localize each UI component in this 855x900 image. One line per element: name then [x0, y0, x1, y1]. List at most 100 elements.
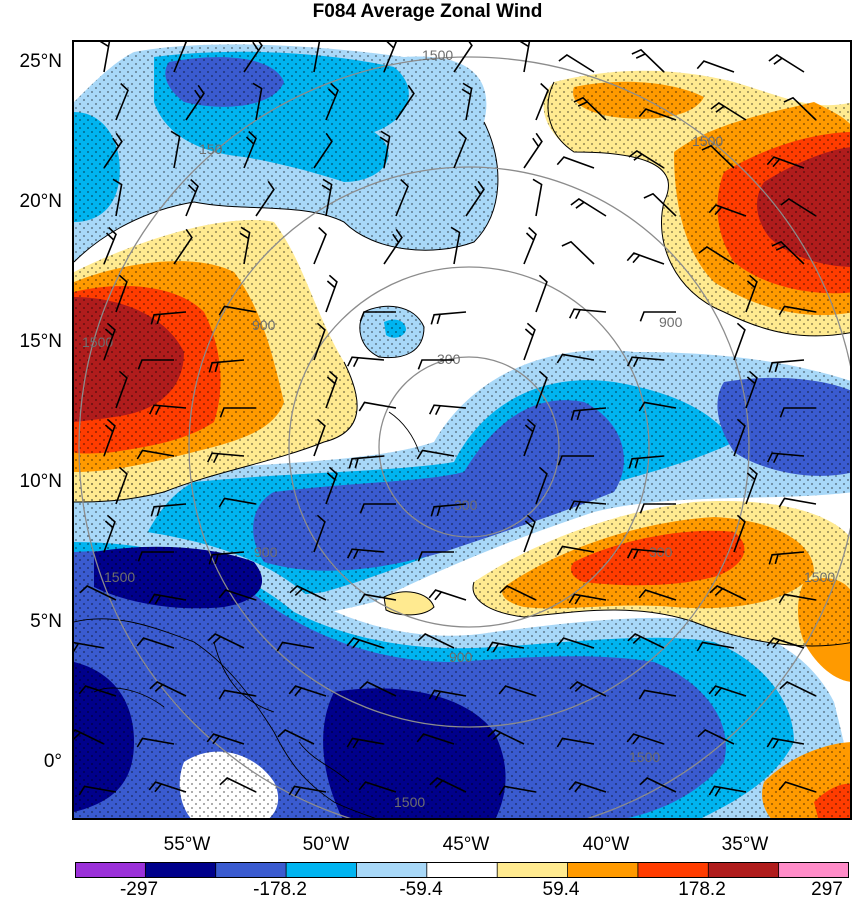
wind-barb	[149, 681, 187, 697]
wind-barb	[395, 84, 415, 121]
wind-barb	[137, 551, 174, 562]
colorbar-swatch	[708, 862, 780, 878]
colorbar-swatch	[497, 862, 569, 878]
lon-label: 40°W	[582, 834, 630, 855]
wind-barb	[379, 130, 391, 169]
colorbar-swatch	[778, 862, 849, 878]
wind-barb	[556, 545, 595, 556]
wind-barb	[638, 589, 677, 601]
wind-barb	[430, 503, 467, 517]
lat-label: 25°N	[19, 51, 62, 72]
wind-barb	[325, 466, 338, 505]
wind-barb	[453, 130, 467, 169]
wind-barb	[766, 156, 805, 169]
wind-barb	[359, 503, 396, 514]
wind-barb	[570, 407, 607, 421]
wind-barb	[465, 180, 485, 217]
lat-label: 10°N	[19, 471, 62, 492]
wind-barb	[219, 407, 256, 418]
wind-barb	[150, 311, 187, 325]
wind-barb	[325, 370, 338, 409]
wind-barb	[696, 60, 735, 73]
wind-barb	[288, 785, 327, 797]
wind-barb	[638, 108, 677, 121]
wind-barb	[568, 308, 607, 320]
wind-barb	[99, 42, 111, 73]
wind-barb	[628, 455, 665, 469]
wind-barb	[643, 192, 677, 217]
range-rings	[78, 56, 850, 818]
wind-barb	[136, 637, 175, 649]
wind-barb	[486, 641, 525, 653]
wind-barb	[778, 305, 817, 316]
wind-barb	[218, 497, 257, 508]
wind-barb	[78, 685, 117, 697]
wind-barb	[523, 418, 536, 457]
wind-barb	[103, 418, 116, 457]
lon-label: 35°W	[721, 834, 769, 855]
wind-barb	[417, 359, 454, 370]
wind-barb	[561, 240, 595, 265]
wind-barb	[779, 407, 816, 418]
wind-barb	[768, 551, 805, 565]
wind-barb	[325, 82, 339, 121]
map-panel: 1500 1500 150 900 900 300 300 1500 900 1…	[72, 40, 852, 820]
colorbar-swatch	[286, 862, 357, 878]
wind-barb	[417, 633, 455, 649]
map-title: F084 Average Zonal Wind	[312, 1, 543, 22]
colorbar-swatch	[356, 862, 428, 878]
wind-barb	[766, 737, 805, 749]
wind-barb	[631, 48, 665, 73]
wind-barb	[779, 681, 817, 697]
wind-barb	[137, 359, 174, 370]
wind-barb	[556, 156, 595, 169]
colorbar-label: 297	[811, 879, 843, 900]
shade-small-yellow	[384, 591, 434, 615]
wind-barb	[499, 585, 537, 601]
wind-barb	[359, 311, 396, 322]
wind-barb	[239, 226, 251, 265]
wind-barb	[148, 781, 187, 793]
wind-barb	[313, 514, 326, 553]
ring-label: 300	[437, 351, 461, 367]
lat-label: 0°	[43, 751, 62, 772]
wind-barb	[429, 777, 467, 793]
wind-barb	[709, 585, 747, 601]
wind-barb	[136, 449, 175, 460]
wind-barb	[778, 497, 817, 508]
wind-barb	[74, 729, 105, 745]
map-canvas: 1500 1500 150 900 900 300 300 1500 900 1…	[74, 42, 850, 818]
ring-label: 1500	[629, 749, 660, 765]
ring-label: 1500	[82, 334, 113, 350]
wind-barb	[276, 641, 315, 652]
wind-barb	[626, 356, 665, 368]
wind-barb	[697, 729, 735, 745]
wind-barb	[218, 589, 257, 601]
wind-barb	[289, 585, 327, 601]
wind-barb	[313, 322, 326, 361]
wind-barb	[628, 150, 665, 169]
wind-barb	[358, 401, 397, 412]
wind-barb	[219, 777, 257, 793]
ring-label: 1500	[104, 569, 135, 585]
wind-barb	[313, 226, 327, 265]
wind-barb	[570, 198, 607, 217]
coastlines	[74, 411, 420, 818]
wind-barb	[150, 503, 187, 517]
wind-barb	[556, 353, 595, 364]
wind-barb	[428, 689, 467, 701]
ring-label: 900	[254, 544, 278, 560]
wind-barb	[358, 593, 397, 604]
colorbar-label: -59.4	[399, 879, 443, 900]
colorbar-swatch	[145, 862, 217, 878]
wind-barb	[207, 633, 245, 649]
wind-barb	[771, 240, 805, 265]
wind-barb	[115, 466, 128, 505]
lat-label: 5°N	[30, 611, 62, 632]
wind-barb	[733, 418, 746, 457]
colorbar-label: -297	[119, 879, 159, 900]
wind-barb	[708, 204, 747, 217]
wind-barb	[346, 637, 385, 649]
ring-label: 900	[252, 317, 276, 333]
wind-barb	[417, 551, 454, 562]
